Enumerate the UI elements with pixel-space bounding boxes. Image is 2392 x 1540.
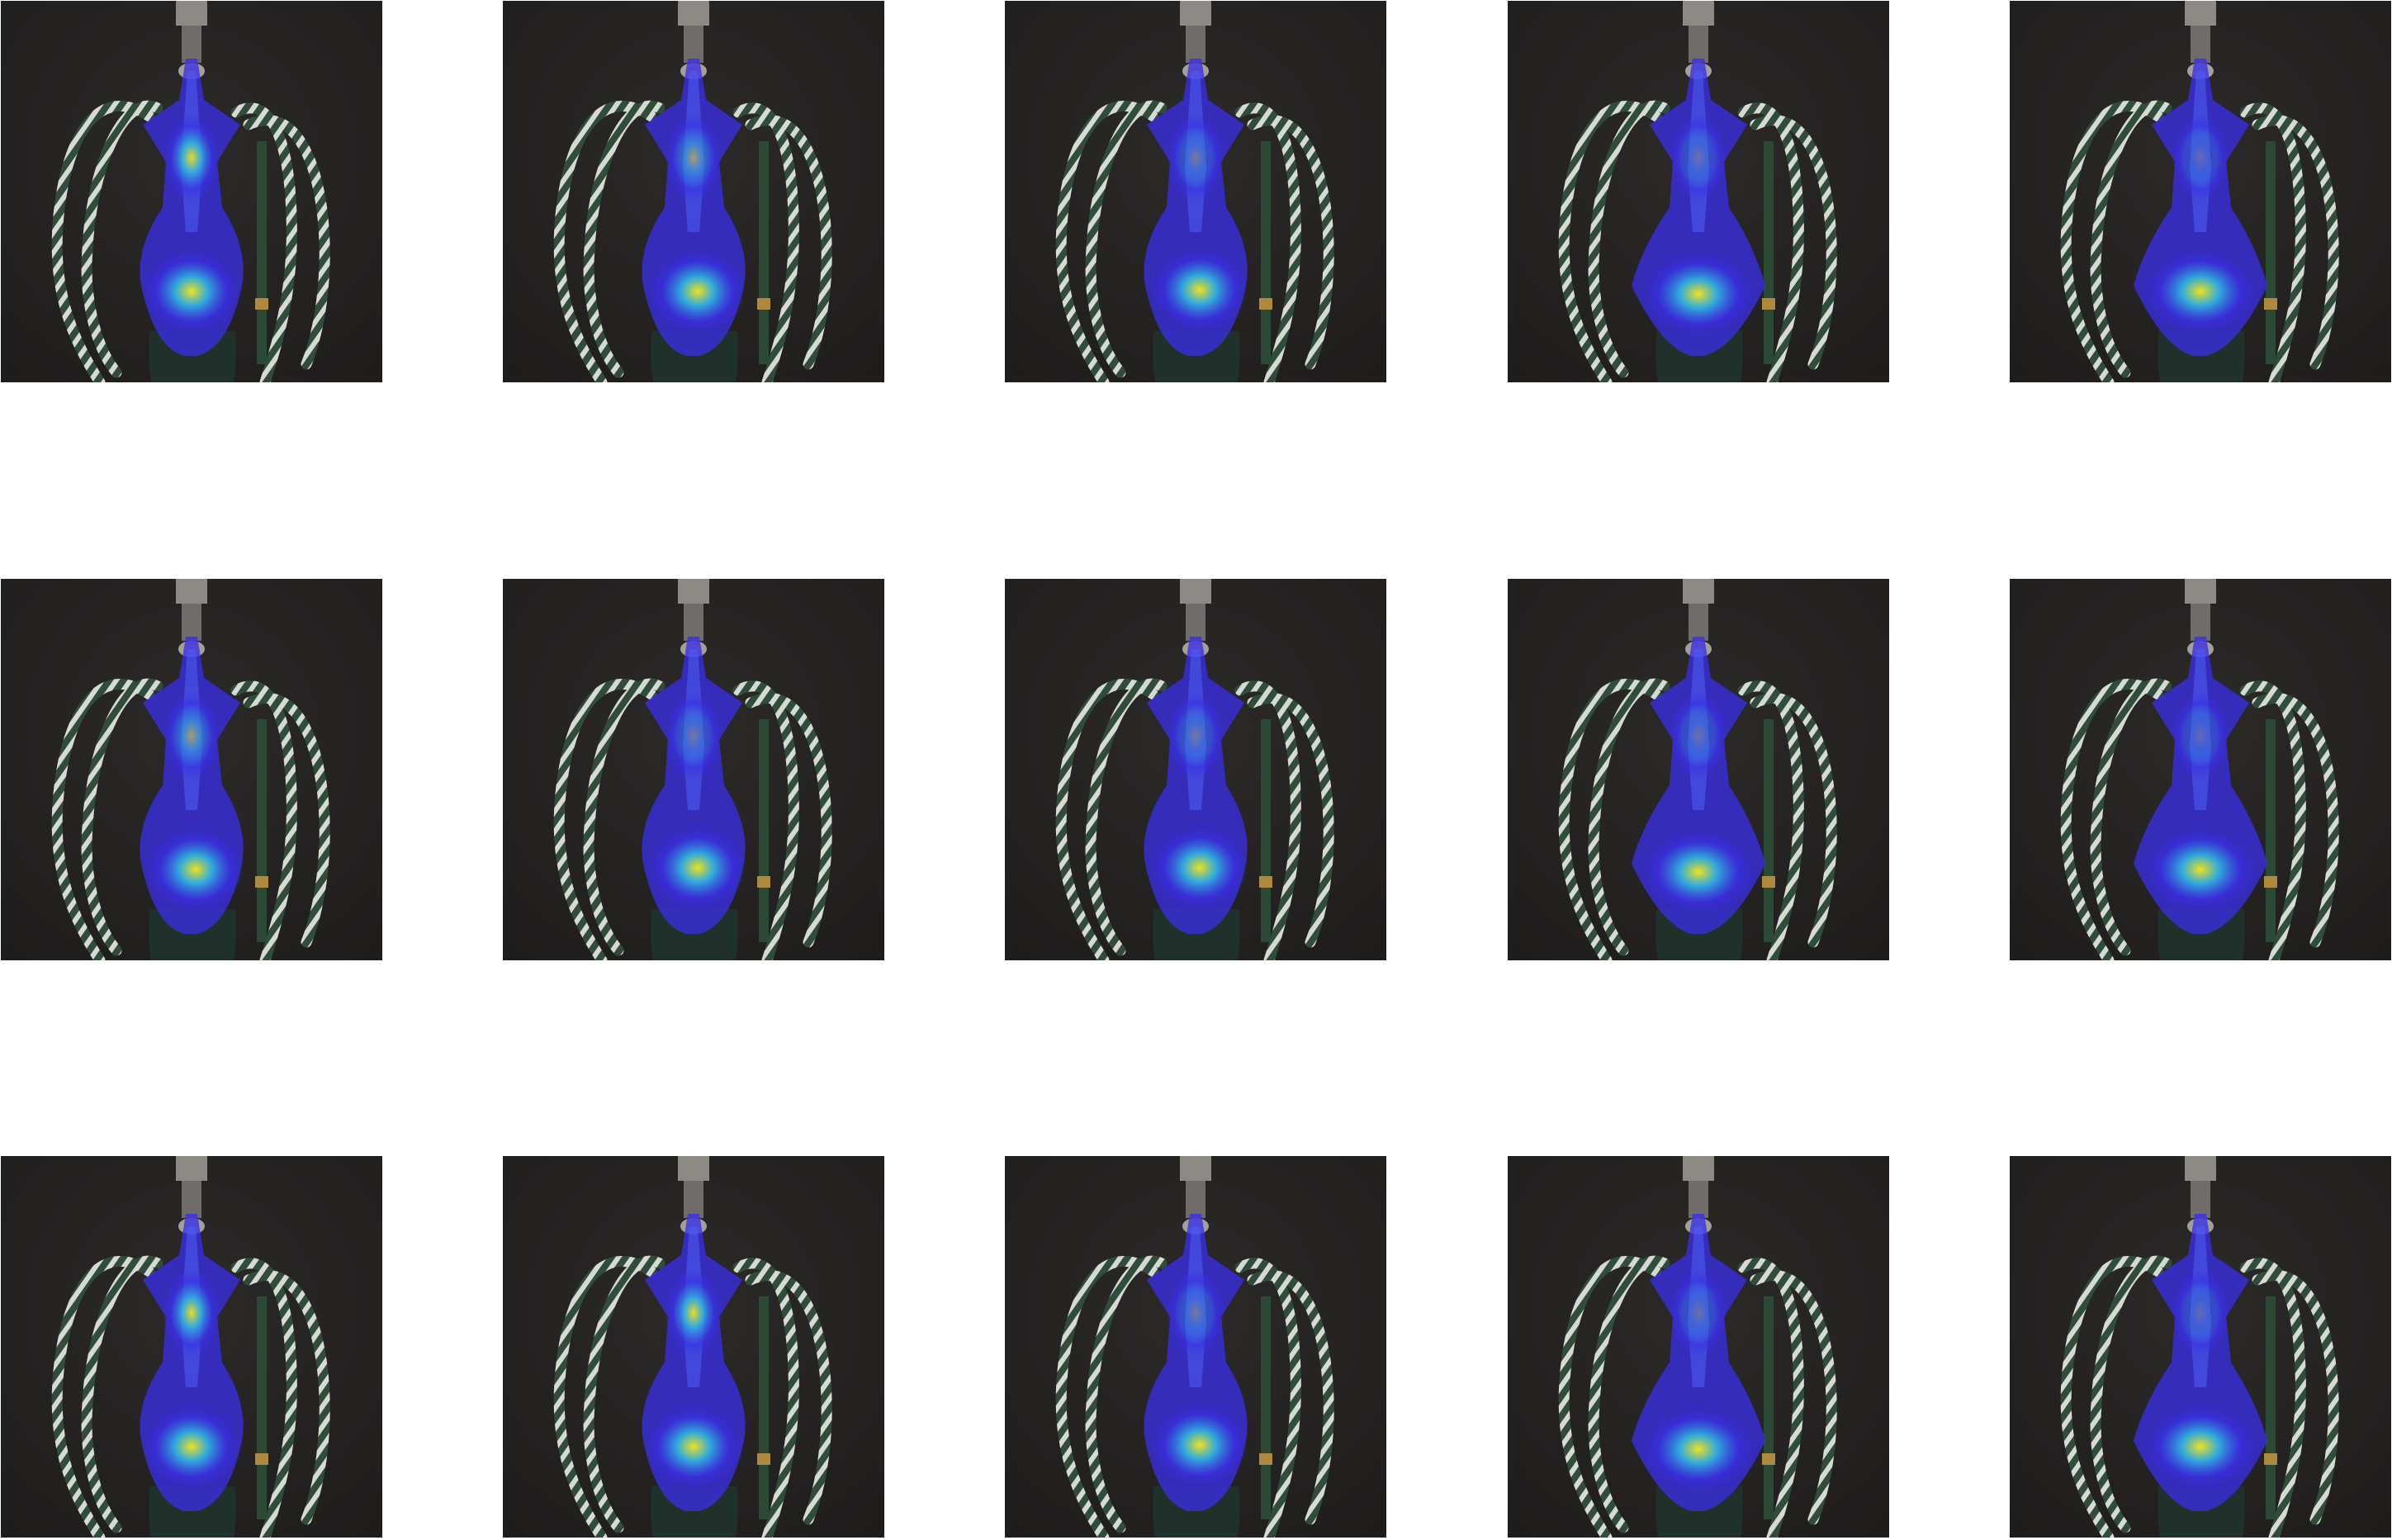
upper-hotspot — [665, 1270, 722, 1356]
heatmap-tile — [1005, 579, 1386, 960]
hookah-hoses — [1558, 100, 1837, 382]
upper-hotspot — [163, 1270, 220, 1356]
heatmap-tile — [1, 1156, 382, 1538]
hookah-hoses — [553, 678, 832, 960]
hookah-hoses — [51, 100, 330, 382]
mouthpiece-pole — [2266, 1296, 2276, 1519]
upper-hotspot — [1168, 115, 1224, 201]
mouthpiece-pole — [257, 141, 267, 364]
upper-hotspot — [1670, 693, 1727, 779]
upper-hotspot — [2172, 115, 2229, 201]
heatmap-tile — [503, 1156, 884, 1538]
lower-hotspot — [1152, 249, 1248, 331]
mouthpiece-pole — [1764, 141, 1774, 364]
heatmap-tile — [1005, 1156, 1386, 1538]
lower-hotspot — [1644, 253, 1753, 335]
heatmap-tile — [1508, 1156, 1889, 1538]
hookah-heatmap-image — [503, 1, 884, 382]
lower-hotspot — [1152, 1404, 1248, 1486]
lower-hotspot — [2146, 250, 2255, 333]
upper-hotspot — [1168, 693, 1224, 779]
upper-hotspot — [163, 693, 220, 779]
heatmap-tile — [2010, 1156, 2391, 1538]
hookah-heatmap-image — [1508, 1, 1889, 382]
mouthpiece-pole — [2266, 719, 2276, 942]
hookah-hoses — [1558, 678, 1837, 960]
hookah-heatmap-image — [1, 1156, 382, 1538]
hookah-heatmap-image — [2010, 1, 2391, 382]
hookah-hoses — [2060, 100, 2339, 382]
upper-hotspot — [2172, 1270, 2229, 1356]
hookah-heatmap-image — [503, 1156, 884, 1538]
lower-hotspot — [646, 1405, 741, 1488]
hookah-heatmap-image — [503, 579, 884, 960]
hookah-heatmap-image — [1, 579, 382, 960]
mouthpiece-pole — [1261, 719, 1271, 942]
upper-hotspot — [2172, 693, 2229, 779]
hookah-hoses — [51, 678, 330, 960]
hookah-hoses — [51, 1255, 330, 1538]
hookah-heatmap-image — [1005, 1156, 1386, 1538]
hookah-hoses — [1558, 1255, 1837, 1538]
hookah-hoses — [1055, 100, 1334, 382]
upper-hotspot — [1670, 1270, 1727, 1356]
heatmap-tile — [503, 1, 884, 382]
upper-hotspot — [163, 115, 220, 201]
mouthpiece-pole — [2266, 141, 2276, 364]
hookah-heatmap-image — [1508, 1156, 1889, 1538]
lower-hotspot — [2146, 1405, 2255, 1488]
heatmap-tile — [1, 1, 382, 382]
heatmap-tile — [2010, 1, 2391, 382]
heatmap-tile — [1, 579, 382, 960]
mouthpiece-pole — [1764, 719, 1774, 942]
hookah-heatmap-image — [1005, 1, 1386, 382]
hookah-heatmap-image — [1508, 579, 1889, 960]
heatmap-tile — [1508, 1, 1889, 382]
hookah-heatmap-image — [2010, 579, 2391, 960]
upper-hotspot — [665, 115, 722, 201]
hookah-hoses — [1055, 1255, 1334, 1538]
mouthpiece-pole — [759, 141, 769, 364]
lower-hotspot — [1152, 827, 1248, 909]
hookah-stem — [1683, 579, 1714, 657]
hookah-hoses — [2060, 1255, 2339, 1538]
lower-hotspot — [650, 250, 746, 333]
lower-hotspot — [144, 250, 239, 333]
hookah-heatmap-image — [1005, 579, 1386, 960]
hookah-hoses — [553, 1255, 832, 1538]
hookah-heatmap-image — [2010, 1156, 2391, 1538]
mouthpiece-pole — [759, 719, 769, 942]
lower-hotspot — [650, 827, 746, 909]
lower-hotspot — [2146, 828, 2255, 911]
mouthpiece-pole — [257, 719, 267, 942]
mouthpiece-pole — [1261, 141, 1271, 364]
heatmap-tile — [1005, 1, 1386, 382]
heatmap-tile — [503, 579, 884, 960]
mouthpiece-pole — [1261, 1296, 1271, 1519]
lower-hotspot — [1644, 1408, 1753, 1490]
mouthpiece-pole — [257, 1296, 267, 1519]
lower-hotspot — [148, 828, 244, 911]
hookah-hoses — [553, 100, 832, 382]
upper-hotspot — [1168, 1270, 1224, 1356]
upper-hotspot — [1670, 115, 1727, 201]
mouthpiece-pole — [1764, 1296, 1774, 1519]
heatmap-tile — [1508, 579, 1889, 960]
hookah-hoses — [2060, 678, 2339, 960]
hookah-heatmap-image — [1, 1, 382, 382]
hookah-hoses — [1055, 678, 1334, 960]
mouthpiece-pole — [759, 1296, 769, 1519]
upper-hotspot — [665, 693, 722, 779]
lower-hotspot — [144, 1405, 239, 1488]
lower-hotspot — [1644, 831, 1753, 913]
heatmap-tile — [2010, 579, 2391, 960]
